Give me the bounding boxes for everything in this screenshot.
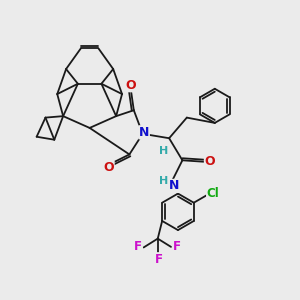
Text: Cl: Cl — [207, 188, 219, 200]
Text: H: H — [159, 146, 168, 157]
Text: H: H — [159, 176, 168, 186]
Text: O: O — [125, 79, 136, 92]
Text: N: N — [139, 126, 149, 139]
Text: F: F — [134, 240, 142, 254]
Text: F: F — [155, 253, 163, 266]
Text: O: O — [103, 161, 114, 174]
Text: N: N — [169, 179, 179, 192]
Text: F: F — [173, 240, 181, 253]
Text: O: O — [205, 155, 215, 168]
